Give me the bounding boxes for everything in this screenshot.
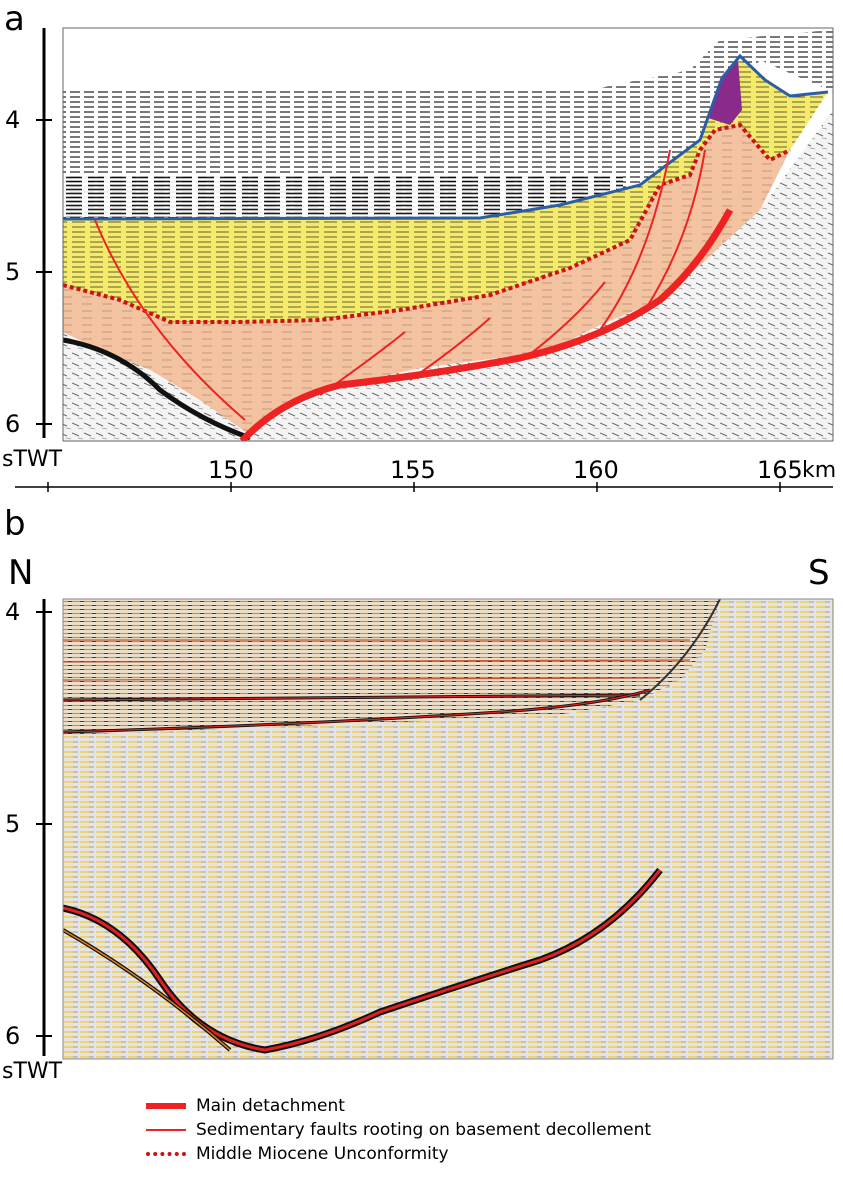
panel-a-ytick-4: 4: [5, 106, 21, 134]
panel-a-xtick-150: 150: [208, 456, 254, 484]
main-detachment-swatch: [146, 1103, 186, 1109]
strong-reflector-b1-red: [63, 694, 641, 701]
panel-a-xtick-160: 160: [573, 456, 619, 484]
panel-a-y-axis-label: sTWT: [2, 447, 63, 472]
unconformity-swatch: [146, 1152, 186, 1156]
basement-top-reflector: [63, 337, 251, 441]
basement-reflector-secondary-orange: [63, 929, 231, 1051]
panel-a-x-unit: km: [802, 458, 837, 483]
panel-a-frame: [62, 27, 834, 442]
legend-label-main-detachment: Main detachment: [196, 1096, 345, 1116]
sedimentary-fault-4: [524, 281, 606, 359]
legend-label-sedimentary-faults: Sedimentary faults rooting on basement d…: [196, 1120, 652, 1140]
purple-unit: [708, 60, 742, 125]
panel-a-ytick-5: 5: [5, 258, 21, 286]
upper-reflector-lines: [63, 639, 691, 681]
panel-b-seismic-section: [63, 599, 833, 1059]
panel-a-seismic-section: [63, 28, 833, 441]
panel-b-direction-north: N: [8, 553, 34, 593]
panel-a-ytick-6: 6: [5, 410, 21, 438]
middle-miocene-unconformity: [63, 122, 791, 324]
ridge-reflector: [639, 599, 721, 701]
sedimentary-fault-1: [94, 219, 246, 421]
yellow-sedimentary-unit: [63, 60, 828, 322]
salmon-sedimentary-unit: [63, 125, 790, 435]
blue-horizon: [63, 53, 829, 221]
panel-a-xtick-155: 155: [390, 456, 436, 484]
panel-b-letter: b: [4, 504, 26, 544]
panel-b-ytick-6: 6: [5, 1022, 21, 1050]
panel-b-ytick-4: 4: [5, 598, 21, 626]
main-detachment: [239, 208, 734, 441]
sedimentary-faults-swatch: [146, 1129, 186, 1131]
panel-a-xtick-165: 165: [757, 456, 803, 484]
panel-b-ytick-5: 5: [5, 810, 21, 838]
sedimentary-fault-6: [644, 149, 706, 311]
basement-region: [63, 110, 833, 441]
panel-b-y-axis-label: sTWT: [2, 1059, 63, 1084]
panel-b-direction-south: S: [808, 553, 830, 593]
sedimentary-fault-5: [599, 149, 671, 331]
strong-reflector-b2-red: [63, 689, 651, 733]
legend-label-unconformity: Middle Miocene Unconformity: [196, 1144, 449, 1164]
panel-b-frame: [62, 598, 834, 1060]
upper-reflectors: [63, 30, 833, 218]
basement-reflector-red: [63, 869, 662, 1052]
upper-reflector-package: [63, 599, 720, 735]
panel-a-letter: a: [4, 0, 25, 39]
